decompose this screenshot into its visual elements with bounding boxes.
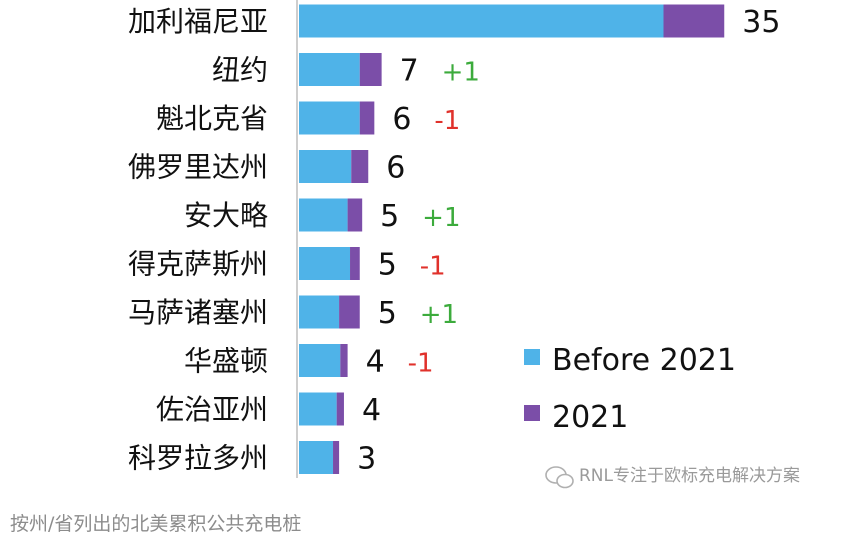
category-label: 佐治亚州 [156,393,268,426]
bar-2021 [350,247,360,280]
category-label: 魁北克省 [156,102,268,135]
footnote: 按州/省列出的北美累积公共充电桩 [10,513,301,535]
bar-2021 [351,150,369,183]
bar-before-2021 [299,344,341,377]
bar-before-2021 [299,392,337,426]
category-label: 佛罗里达州 [128,151,268,184]
change-label: +1 [442,58,480,88]
total-label: 4 [362,393,381,428]
bar-before-2021 [299,198,348,232]
category-label: 纽约 [212,54,268,87]
legend-label-before-2021: Before 2021 [552,343,736,378]
bar-2021 [663,4,725,38]
bar-2021 [336,392,344,426]
legend-label-2021: 2021 [552,400,628,435]
change-label: -1 [420,252,446,282]
wechat-icon [545,466,574,489]
change-label: -1 [408,349,434,379]
total-label: 5 [380,199,399,234]
category-label: 安大略 [184,199,268,232]
change-label: -1 [434,106,460,136]
category-label: 华盛顿 [184,345,268,378]
category-label: 马萨诸塞州 [128,296,268,329]
change-label: +1 [420,300,458,330]
bar-before-2021 [299,53,360,86]
legend-swatch-before-2021 [524,349,540,365]
change-label: +1 [422,203,460,233]
total-label: 4 [366,345,385,380]
bar-before-2021 [299,441,334,474]
category-label: 加利福尼亚 [128,5,268,38]
legend-swatch-2021 [524,405,540,421]
category-label: 得克萨斯州 [128,248,268,281]
bar-2021 [339,295,360,329]
bar-before-2021 [299,4,664,38]
category-label: 科罗拉多州 [128,442,268,475]
bar-before-2021 [299,101,360,135]
bar-before-2021 [299,295,340,329]
legend: Before 2021 2021 [524,343,736,435]
total-label: 5 [378,296,397,331]
total-label: 6 [392,102,411,137]
watermark-text: RNL专注于欧标充电解决方案 [579,466,800,486]
bar-2021 [359,101,375,135]
total-label: 7 [400,54,419,89]
total-label: 6 [386,151,405,186]
bar-2021 [347,198,363,232]
bar-2021 [333,441,340,474]
total-label: 5 [378,248,397,283]
bar-2021 [340,344,348,377]
bar-2021 [359,53,382,86]
bar-before-2021 [299,150,352,183]
bar-before-2021 [299,247,351,280]
total-label: 35 [742,5,780,40]
watermark: RNL专注于欧标充电解决方案 [545,466,800,489]
total-label: 3 [357,442,376,477]
